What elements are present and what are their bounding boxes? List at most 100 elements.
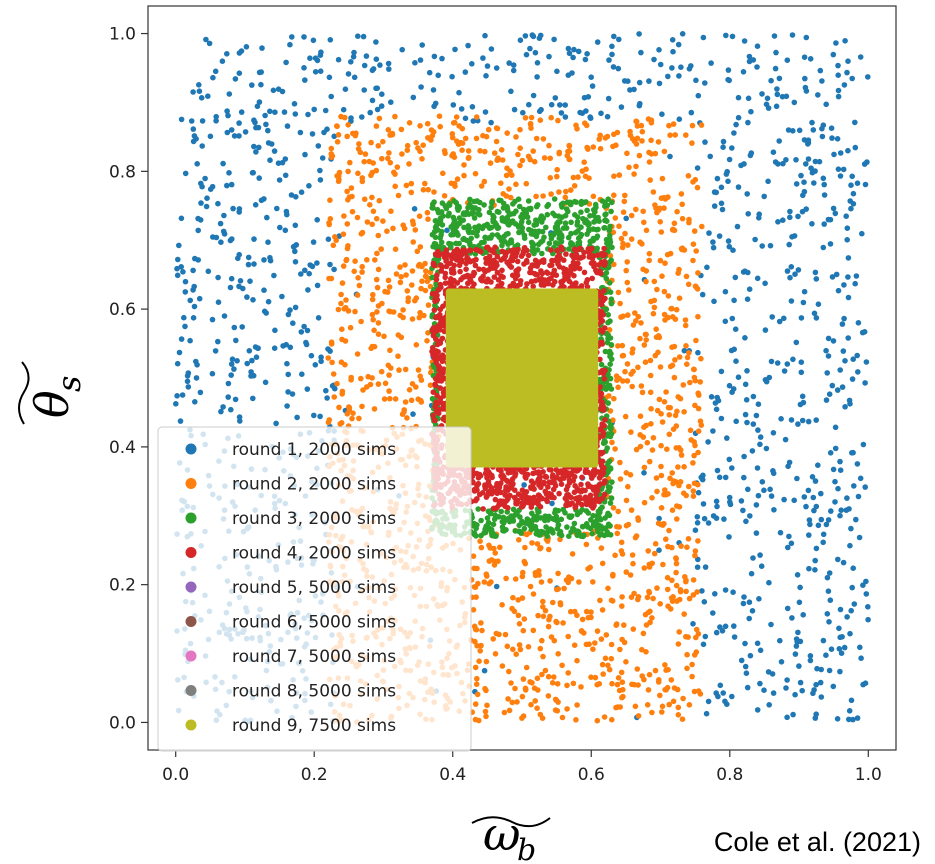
- data-point: [228, 406, 234, 413]
- data-point: [820, 244, 827, 251]
- data-point: [471, 198, 478, 205]
- data-point: [378, 103, 385, 109]
- data-point: [352, 308, 358, 315]
- x-tick-label: 0.0: [162, 765, 189, 785]
- data-point: [638, 320, 644, 326]
- data-point: [231, 324, 238, 331]
- data-point: [423, 268, 429, 274]
- data-point: [542, 607, 549, 614]
- data-point: [292, 248, 298, 255]
- data-point: [627, 472, 634, 478]
- data-point: [691, 228, 698, 234]
- data-point: [418, 285, 424, 292]
- data-point: [511, 468, 517, 474]
- data-point: [430, 389, 437, 396]
- data-point: [817, 679, 824, 686]
- data-point: [562, 194, 569, 201]
- data-point: [470, 118, 477, 124]
- data-point: [656, 47, 662, 53]
- data-point: [648, 421, 654, 427]
- data-point: [746, 599, 753, 605]
- data-point: [637, 100, 643, 107]
- data-point: [550, 516, 557, 522]
- data-point: [209, 183, 216, 190]
- data-point: [852, 144, 859, 151]
- data-point: [292, 111, 299, 117]
- data-point: [855, 493, 862, 500]
- data-point: [486, 253, 493, 260]
- data-point: [237, 278, 244, 284]
- data-point: [329, 153, 336, 159]
- data-point: [292, 222, 299, 229]
- data-point: [686, 483, 692, 490]
- data-point: [354, 351, 361, 357]
- data-point: [252, 202, 259, 208]
- data-point: [605, 585, 611, 592]
- data-point: [694, 589, 700, 595]
- data-point: [245, 261, 252, 268]
- data-point: [635, 313, 642, 320]
- data-point: [404, 288, 411, 294]
- data-point: [842, 38, 848, 44]
- data-point: [485, 520, 492, 526]
- data-point: [246, 348, 253, 354]
- data-point: [517, 514, 523, 520]
- data-point: [801, 288, 808, 295]
- data-point: [850, 716, 856, 723]
- data-point: [631, 171, 637, 177]
- data-point: [800, 612, 806, 618]
- data-point: [528, 485, 534, 492]
- data-point: [373, 276, 380, 283]
- data-point: [834, 716, 841, 722]
- data-point: [836, 625, 842, 632]
- data-point: [745, 486, 751, 493]
- data-point: [485, 126, 492, 133]
- data-point: [642, 331, 649, 338]
- data-point: [487, 510, 494, 517]
- data-point: [681, 490, 687, 497]
- data-point: [594, 717, 601, 724]
- data-point: [823, 397, 830, 403]
- data-point: [206, 40, 213, 47]
- data-point: [684, 361, 690, 368]
- data-point: [443, 256, 450, 262]
- data-point: [801, 494, 808, 500]
- data-point: [209, 316, 216, 323]
- data-point: [711, 203, 718, 209]
- data-point: [538, 545, 544, 551]
- data-point: [190, 287, 196, 293]
- data-point: [623, 470, 630, 476]
- data-point: [197, 389, 204, 396]
- data-point: [574, 511, 581, 518]
- data-point: [647, 619, 653, 626]
- data-point: [370, 316, 377, 323]
- data-point: [710, 428, 716, 434]
- legend-label: round 7, 5000 sims: [232, 647, 396, 667]
- data-point: [190, 126, 197, 132]
- data-point: [289, 34, 295, 40]
- data-point: [551, 474, 558, 481]
- data-point: [575, 240, 581, 246]
- data-point: [515, 597, 521, 603]
- data-point: [654, 286, 660, 293]
- data-point: [612, 446, 618, 452]
- data-point: [826, 391, 833, 398]
- data-point: [588, 517, 594, 523]
- data-point: [430, 262, 437, 268]
- data-point: [829, 135, 835, 141]
- data-point: [694, 520, 701, 526]
- data-point: [249, 170, 256, 176]
- data-point: [625, 78, 631, 84]
- data-point: [548, 634, 555, 640]
- data-point: [516, 522, 522, 529]
- data-point: [493, 222, 500, 228]
- data-point: [256, 69, 263, 76]
- data-point: [525, 252, 532, 259]
- data-point: [657, 364, 664, 370]
- data-point: [369, 194, 375, 201]
- data-point: [190, 267, 196, 274]
- data-point: [534, 60, 541, 66]
- data-point: [571, 520, 578, 527]
- data-point: [628, 594, 635, 600]
